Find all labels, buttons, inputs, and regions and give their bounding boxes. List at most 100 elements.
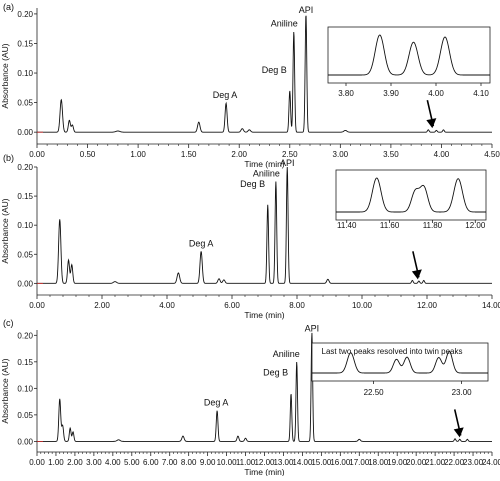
x-tick-label: 0.00 [29,458,45,467]
peak-label: Aniline [271,19,298,29]
x-tick-label: 10.00 [352,301,373,310]
peak-label: Deg A [189,238,214,248]
y-tick-label: 0.20 [17,163,33,172]
x-tick-label: 8.00 [289,301,305,310]
x-tick-label: 21.00 [425,458,446,467]
y-tick-label: 0.00 [17,128,33,137]
x-tick-label: 11.00 [236,458,256,467]
peak-label: Aniline [253,169,280,179]
zoom-inset: 3.80 3.90 4.00 4.10 [327,26,491,98]
chromatogram-panel: 0.00 0.05 0.10 0.15 0.20 0.00 0.50 1.00 1.50 2.00… [0,2,500,169]
x-tick-label: 23.00 [463,458,484,467]
inset-tick-label: 11.40 [337,221,357,230]
x-tick-label: 4.50 [484,150,500,159]
inset-tick-label: 11.80 [423,221,443,230]
x-tick-label: 8.00 [181,458,197,467]
x-tick-label: 4.00 [159,301,175,310]
inset-tick-label: 3.90 [383,89,399,98]
x-tick-label: 9.00 [200,458,216,467]
inset-tick-label: 4.10 [473,89,489,98]
inset-trace [328,34,490,76]
inset-tick-label: 4.00 [428,89,444,98]
chromatogram-panel: 0.000.050.100.150.200.00 1.00 2.00 3.00 4.00… [0,318,500,477]
y-tick-label: 0.05 [17,250,33,259]
x-tick-label: 0.50 [80,150,96,159]
x-tick-label: 15.00 [311,458,332,467]
x-tick-label: 1.50 [181,150,197,159]
x-tick-label: 2.50 [282,150,298,159]
y-tick-label: 0.15 [17,39,33,48]
y-axis-label: Absorbance (AU) [0,198,10,263]
chromatogram-trace [37,166,492,284]
x-tick-label: 5.00 [124,458,140,467]
inset-frame [327,26,491,84]
x-tick-label: 19.00 [387,458,408,467]
peak-label: Deg B [240,179,265,189]
x-tick-label: 3.50 [383,150,399,159]
x-tick-label: 0.00 [29,301,45,310]
x-tick-label: 16.00 [330,458,351,467]
inset-tick-label: 23.00 [452,388,473,397]
inset-tick-label: 12.00 [465,221,486,230]
y-tick-label: 0.20 [17,331,33,340]
x-tick-label: 7.00 [162,458,178,467]
x-tick-label: 22.00 [444,458,465,467]
y-tick-label: 0.10 [17,384,33,393]
peak-label: Deg B [263,368,288,378]
peak-label: Deg A [204,398,229,408]
x-tick-label: 0.00 [29,150,45,159]
peak-label: Deg B [262,65,287,75]
x-tick-label: 13.00 [273,458,294,467]
x-tick-label: 12.00 [254,458,275,467]
y-axis-label: Absorbance (AU) [0,43,10,108]
x-tick-label: 4.00 [105,458,121,467]
chromatogram-trace [37,332,492,442]
x-tick-label: 1.00 [130,150,146,159]
y-tick-label: 0.15 [17,192,33,201]
x-axis-label: Time (min) [244,159,284,169]
inset-tick-label: 22.50 [364,388,385,397]
inset-tick-label: 3.80 [338,89,354,98]
x-tick-label: 2.00 [94,301,110,310]
pointer-arrow-head [426,118,437,129]
x-tick-label: 14.00 [292,458,313,467]
x-tick-label: 18.00 [368,458,389,467]
x-tick-label: 6.00 [224,301,240,310]
peak-label: API [299,5,314,15]
inset-trace [336,177,486,213]
x-tick-label: 2.00 [67,458,83,467]
x-tick-label: 3.00 [86,458,102,467]
inset-caption: Last two peaks resolved into twin peaks [322,347,463,356]
chromatogram-panel: 0.00 0.05 0.10 0.15 0.20 0.00 2.00 4.00 6.00 8.00… [0,153,500,320]
x-tick-label: 10.00 [217,458,238,467]
x-axis-label: Time (min) [244,467,284,476]
x-tick-label: 3.00 [333,150,349,159]
x-tick-label: 24.00 [482,458,500,467]
peak-label: API [305,324,320,334]
panel-label: (c) [3,318,14,328]
zoom-inset: 11.40 11.60 11.80 12.00 [335,169,487,230]
inset-frame [311,342,489,382]
y-tick-label: 0.05 [17,411,33,420]
inset-trace [312,350,488,374]
zoom-inset: 22.50 23.00 Last two peaks resolved into t… [311,342,489,397]
peak-label: API [280,158,295,168]
x-tick-label: 4.00 [434,150,450,159]
panel-label: (a) [3,2,14,12]
y-axis-label: Absorbance (AU) [0,358,10,423]
pointer-arrow-head [453,427,464,438]
x-tick-label: 17.00 [349,458,370,467]
x-tick-label: 12.00 [417,301,438,310]
x-tick-label: 1.00 [48,458,64,467]
y-tick-label: 0.15 [17,358,33,367]
x-tick-label: 20.00 [406,458,427,467]
inset-tick-label: 11.60 [380,221,400,230]
y-tick-label: 0.10 [17,221,33,230]
peak-label: Deg A [213,90,238,100]
panel-label: (b) [3,153,14,163]
x-tick-label: 14.00 [482,301,500,310]
y-tick-label: 0.20 [17,10,33,19]
y-tick-label: 0.00 [17,437,33,446]
